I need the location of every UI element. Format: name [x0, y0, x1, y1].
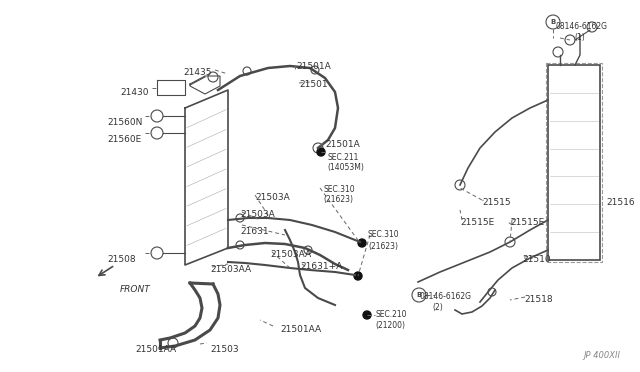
- Text: (21200): (21200): [375, 321, 405, 330]
- Text: 21503AA: 21503AA: [270, 250, 311, 259]
- Circle shape: [412, 288, 426, 302]
- Text: 21515E: 21515E: [460, 218, 494, 227]
- Text: 21516: 21516: [606, 198, 635, 207]
- Text: 21501: 21501: [299, 80, 328, 89]
- Text: SEC.310: SEC.310: [323, 185, 355, 194]
- Circle shape: [151, 127, 163, 139]
- Circle shape: [505, 237, 515, 247]
- Text: B: B: [417, 292, 422, 298]
- Circle shape: [488, 288, 496, 296]
- Text: 21503AA: 21503AA: [210, 265, 251, 274]
- Circle shape: [311, 66, 319, 74]
- Text: 21503: 21503: [210, 345, 239, 354]
- Text: 21515: 21515: [482, 198, 511, 207]
- Text: 21501AA: 21501AA: [280, 325, 321, 334]
- Circle shape: [313, 143, 323, 153]
- Circle shape: [317, 148, 325, 156]
- Circle shape: [208, 72, 218, 82]
- Text: 08146-6162G: 08146-6162G: [420, 292, 472, 301]
- Text: B: B: [550, 19, 556, 25]
- Text: 21518: 21518: [524, 295, 552, 304]
- Text: 21501A: 21501A: [296, 62, 331, 71]
- Text: (1): (1): [574, 33, 585, 42]
- Bar: [546, 63, 602, 262]
- Text: 21515E: 21515E: [510, 218, 544, 227]
- Circle shape: [304, 246, 312, 254]
- Circle shape: [455, 180, 465, 190]
- Circle shape: [546, 15, 560, 29]
- Text: 21503A: 21503A: [255, 193, 290, 202]
- Circle shape: [587, 22, 597, 32]
- Circle shape: [553, 47, 563, 57]
- Text: 21430: 21430: [120, 88, 148, 97]
- Text: 21501A: 21501A: [325, 140, 360, 149]
- Circle shape: [354, 272, 362, 280]
- Circle shape: [151, 110, 163, 122]
- Text: (2): (2): [432, 303, 443, 312]
- Text: JP 400XII: JP 400XII: [583, 351, 620, 360]
- Text: 21510: 21510: [522, 255, 550, 264]
- Circle shape: [358, 239, 366, 247]
- Text: 21631: 21631: [240, 227, 269, 236]
- Circle shape: [565, 35, 575, 45]
- Text: SEC.211: SEC.211: [327, 153, 358, 162]
- Text: SEC.310: SEC.310: [368, 230, 399, 239]
- Text: (14053M): (14053M): [327, 163, 364, 172]
- Text: 21560E: 21560E: [107, 135, 141, 144]
- Text: FRONT: FRONT: [120, 285, 151, 294]
- Circle shape: [236, 241, 244, 249]
- Circle shape: [236, 214, 244, 222]
- Text: (21623): (21623): [368, 242, 398, 251]
- Text: 21508: 21508: [107, 255, 136, 264]
- Circle shape: [151, 247, 163, 259]
- Text: 08146-6162G: 08146-6162G: [556, 22, 608, 31]
- Text: 21435: 21435: [183, 68, 211, 77]
- Bar: [548, 65, 600, 260]
- Text: (21623): (21623): [323, 195, 353, 204]
- Text: 21501AA: 21501AA: [135, 345, 176, 354]
- Text: 21503A: 21503A: [240, 210, 275, 219]
- Text: 21560N: 21560N: [107, 118, 142, 127]
- Circle shape: [363, 311, 371, 319]
- Text: SEC.210: SEC.210: [375, 310, 406, 319]
- Circle shape: [243, 67, 251, 75]
- Circle shape: [168, 338, 178, 348]
- Text: 21631+A: 21631+A: [300, 262, 342, 271]
